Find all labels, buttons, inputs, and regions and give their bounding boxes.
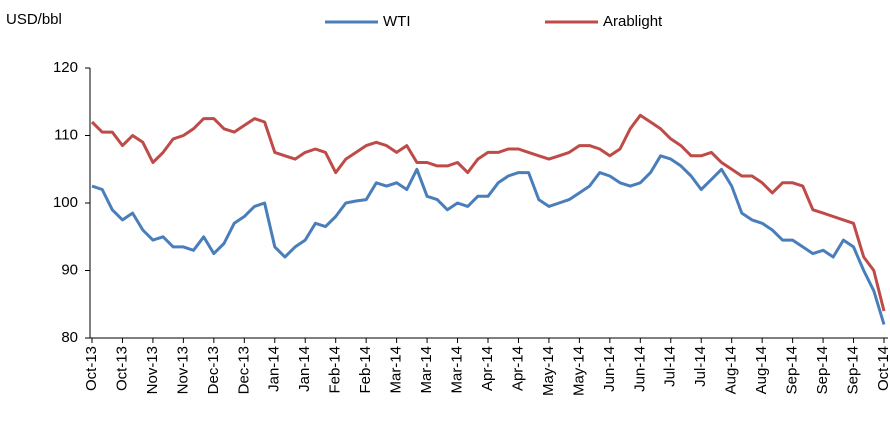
x-tick-label: Sep-14 — [845, 346, 862, 394]
x-tick-label: Dec-13 — [235, 346, 252, 394]
x-tick-label: Mar-14 — [449, 346, 466, 394]
x-tick-label: Jun-14 — [631, 346, 648, 392]
x-tick-label: Sep-14 — [784, 346, 801, 394]
legend-label: WTI — [383, 13, 411, 30]
y-tick-label: 90 — [61, 261, 78, 278]
y-tick-label: 100 — [53, 194, 78, 211]
x-tick-label: Jan-14 — [266, 346, 283, 392]
x-tick-label: Oct-13 — [83, 346, 100, 391]
series-line — [90, 113, 886, 312]
x-tick-label: Mar-14 — [388, 346, 405, 394]
x-tick-label: Nov-13 — [174, 346, 191, 394]
x-tick-label: Jan-14 — [296, 346, 313, 392]
x-tick-label: May-14 — [540, 346, 557, 396]
x-tick-label: Dec-13 — [205, 346, 222, 394]
y-tick-label: 80 — [61, 329, 78, 346]
x-tick-label: Mar-14 — [418, 346, 435, 394]
x-tick-label: Oct-14 — [875, 346, 890, 391]
x-tick-label: Apr-14 — [479, 346, 496, 391]
x-tick-label: Feb-14 — [327, 346, 344, 394]
legend-label: Arablight — [603, 13, 663, 30]
series-line — [91, 154, 886, 325]
x-tick-label: Jul-14 — [662, 346, 679, 387]
x-tick-label: May-14 — [570, 346, 587, 396]
x-tick-label: Jul-14 — [692, 346, 709, 387]
y-tick-label: 120 — [53, 59, 78, 76]
x-tick-label: Aug-14 — [723, 346, 740, 394]
y-tick-label: 110 — [54, 126, 78, 143]
y-axis-label: USD/bbl — [6, 11, 62, 28]
x-tick-label: Apr-14 — [509, 346, 526, 391]
x-tick-label: Sep-14 — [814, 346, 831, 394]
x-tick-label: Feb-14 — [357, 346, 374, 394]
x-tick-label: Oct-13 — [113, 346, 130, 391]
x-tick-label: Nov-13 — [144, 346, 161, 394]
x-tick-label: Aug-14 — [753, 346, 770, 394]
x-tick-label: Jun-14 — [601, 346, 618, 392]
